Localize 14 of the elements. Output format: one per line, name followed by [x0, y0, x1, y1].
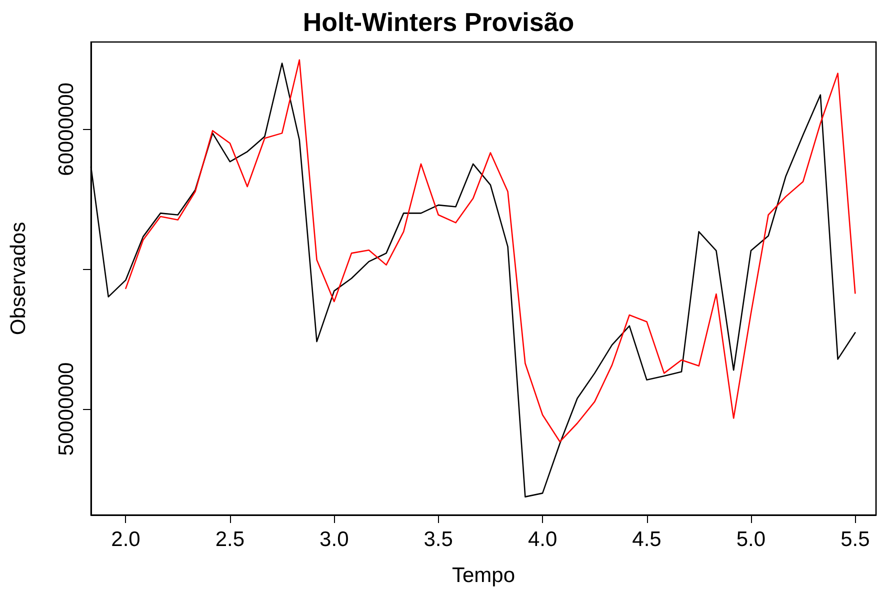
y-axis-title: Observados: [7, 222, 30, 336]
x-tick-label: 4.5: [632, 528, 662, 551]
line-series: [125, 59, 856, 442]
x-tick-label: 5.0: [736, 528, 766, 551]
x-tick-label: 5.5: [840, 528, 870, 551]
x-axis-title: Tempo: [452, 564, 516, 587]
x-tick-label: 3.0: [320, 528, 349, 551]
x-tick-label: 4.0: [528, 528, 558, 551]
x-tick-label: 2.5: [215, 528, 245, 551]
x-tick-label: 3.5: [424, 528, 453, 551]
x-tick-label: 2.0: [111, 528, 140, 551]
y-tick-label: 50000000: [55, 362, 78, 456]
chart-title: Holt-Winters Provisão: [302, 7, 574, 37]
y-tick-label: 60000000: [55, 82, 78, 176]
